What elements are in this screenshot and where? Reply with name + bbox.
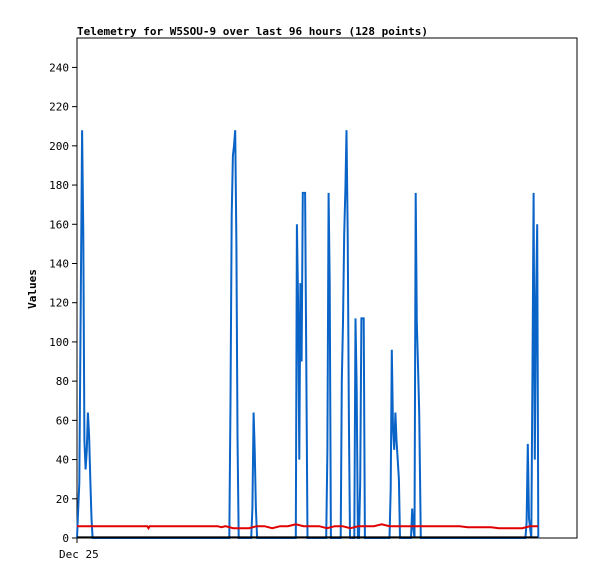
x-axis: Dec 25 <box>59 538 99 561</box>
y-tick-label: 180 <box>49 179 69 192</box>
y-tick-label: 20 <box>56 493 69 506</box>
y-tick-label: 140 <box>49 257 69 270</box>
chart-title: Telemetry for W5SOU-9 over last 96 hours… <box>77 25 428 38</box>
series-group <box>76 130 540 539</box>
y-tick-label: 240 <box>49 61 69 74</box>
series-line-2 <box>77 523 538 531</box>
x-tick-label: Dec 25 <box>59 548 99 561</box>
y-tick-label: 220 <box>49 101 69 114</box>
y-tick-label: 0 <box>62 532 69 545</box>
y-axis-label: Values <box>26 269 39 309</box>
y-tick-label: 60 <box>56 414 69 427</box>
y-axis: 0 20 40 60 80 100 120 140 160 180 200 220 240 <box>49 61 77 545</box>
y-tick-label: 80 <box>56 375 69 388</box>
y-tick-label: 200 <box>49 140 69 153</box>
y-tick-label: 40 <box>56 454 69 467</box>
y-tick-label: 160 <box>49 218 69 231</box>
y-tick-label: 120 <box>49 297 69 310</box>
y-tick-label: 100 <box>49 336 69 349</box>
